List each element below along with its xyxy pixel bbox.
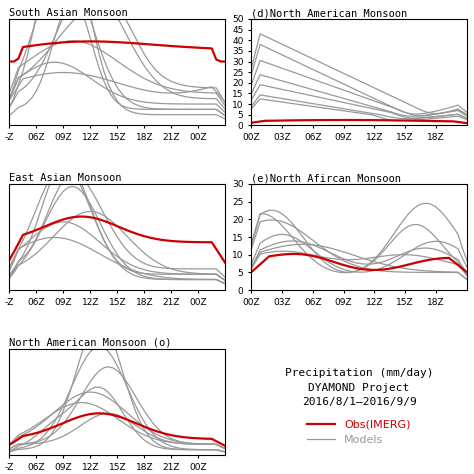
Text: (e)North Afircan Monsoon: (e)North Afircan Monsoon <box>251 173 401 183</box>
Text: Precipitation (mm/day)
DYAMOND Project
2016/8/1–2016/9/9: Precipitation (mm/day) DYAMOND Project 2… <box>285 368 433 408</box>
Text: South Asian Monsoon: South Asian Monsoon <box>9 8 128 18</box>
Text: (d)North American Monsoon: (d)North American Monsoon <box>251 8 407 18</box>
Text: East Asian Monsoon: East Asian Monsoon <box>9 173 122 183</box>
Legend: Obs(IMERG), Models: Obs(IMERG), Models <box>303 415 415 449</box>
Text: North American Monsoon (o): North American Monsoon (o) <box>9 338 172 348</box>
